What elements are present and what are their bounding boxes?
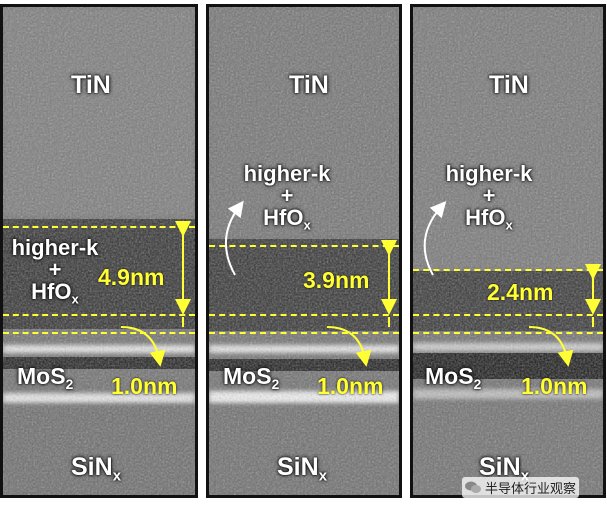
interlayer-thickness: 1.0nm: [111, 373, 178, 399]
watermark-text: 半导体行业观察: [485, 481, 577, 496]
dielectric-thickness: 4.9nm: [98, 264, 165, 290]
tem-panel-3: TiN higher-k + HfOx 2.4nm MoS2 1.0nm SiN…: [410, 4, 606, 498]
dielectric-label: higher-k + HfOx: [445, 161, 533, 233]
interface-line-top: [209, 245, 399, 247]
interface-line-top: [3, 226, 195, 228]
dielectric-label: higher-k + HfOx: [243, 161, 331, 233]
interlayer-thickness: 1.0nm: [521, 373, 588, 399]
sinx-label: SiNx: [277, 453, 328, 485]
dielectric-label: higher-k + HfOx: [11, 235, 99, 307]
interface-line-mid: [209, 314, 399, 316]
interface-line-mid: [3, 314, 195, 316]
tin-label: TiN: [489, 71, 529, 99]
interface-line-bottom: [209, 332, 399, 334]
sinx-label: SiNx: [479, 453, 530, 485]
tem-panel-1: TiN higher-k + HfOx 4.9nm MoS2 1.0nm SiN…: [0, 4, 198, 498]
tem-panel-2: TiN higher-k + HfOx 3.9nm MoS2 1.0nm SiN…: [206, 4, 402, 498]
tin-label: TiN: [289, 71, 329, 99]
mos2-label: MoS2: [17, 363, 74, 392]
wechat-icon: [465, 481, 481, 493]
interface-line-bottom: [3, 332, 195, 334]
interface-line-bottom: [413, 332, 603, 334]
dielectric-thickness: 3.9nm: [303, 267, 370, 293]
interface-line-top: [413, 269, 603, 271]
watermark: 半导体行业观察: [462, 477, 580, 498]
sinx-label: SiNx: [71, 453, 122, 485]
dielectric-thickness: 2.4nm: [487, 279, 554, 305]
mos2-label: MoS2: [223, 363, 280, 392]
tin-label: TiN: [71, 71, 111, 99]
interlayer-thickness: 1.0nm: [317, 373, 384, 399]
mos2-label: MoS2: [425, 363, 482, 392]
interface-line-mid: [413, 314, 603, 316]
